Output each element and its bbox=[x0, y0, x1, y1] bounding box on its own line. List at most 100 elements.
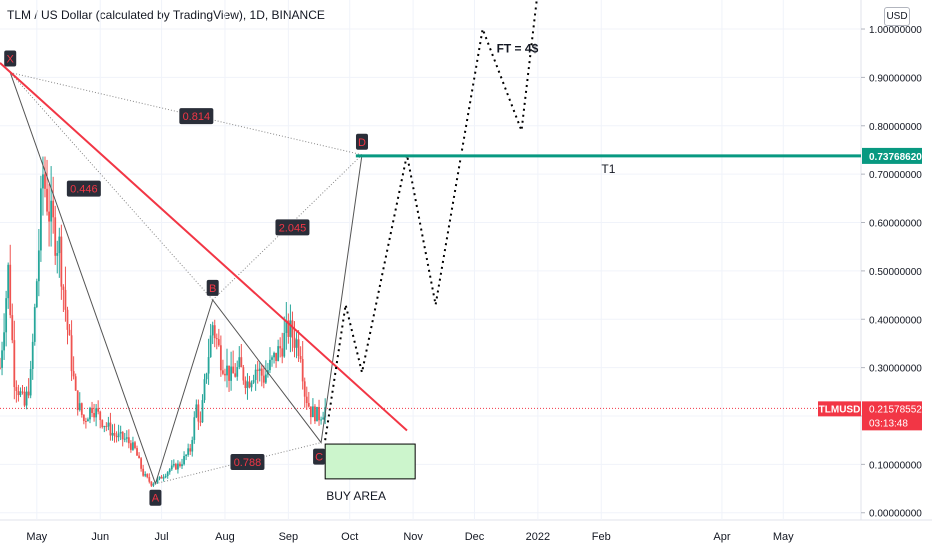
price-tick-label: 0.60000000 bbox=[869, 219, 922, 230]
candle-up bbox=[203, 373, 206, 403]
candle-body bbox=[146, 474, 149, 478]
candle-body bbox=[189, 448, 192, 452]
candle-down bbox=[303, 377, 306, 408]
candle-body bbox=[246, 381, 249, 389]
candle-up bbox=[289, 304, 292, 353]
pattern-legs[interactable] bbox=[9, 72, 363, 486]
pattern-point-bg bbox=[355, 133, 368, 150]
pattern-ratio-label: 0.446 bbox=[70, 184, 98, 196]
candle-body bbox=[129, 443, 132, 450]
pattern-point-d: D bbox=[355, 133, 368, 150]
target-line[interactable]: T1 bbox=[355, 154, 861, 176]
trendline[interactable] bbox=[0, 62, 408, 432]
candle-body bbox=[181, 464, 183, 467]
candle-up bbox=[19, 387, 22, 398]
candle-body bbox=[185, 454, 188, 457]
currency-button[interactable]: USD bbox=[884, 7, 910, 26]
projection-path[interactable] bbox=[324, 0, 538, 441]
candle-up bbox=[271, 355, 273, 367]
candle-down bbox=[256, 360, 259, 384]
candle-body bbox=[199, 421, 202, 423]
candle-up bbox=[40, 175, 42, 262]
candle-down bbox=[234, 363, 237, 378]
candle-down bbox=[197, 399, 200, 430]
candle-body bbox=[213, 325, 216, 339]
candle-down bbox=[142, 464, 145, 477]
candle-body bbox=[183, 456, 185, 465]
pattern-ratio-bg bbox=[275, 219, 310, 236]
candle-body bbox=[13, 340, 16, 388]
candle-up bbox=[35, 278, 38, 309]
candle-down bbox=[99, 410, 102, 429]
pattern-ratio-bg bbox=[66, 180, 101, 197]
candle-down bbox=[52, 176, 55, 234]
candle-down bbox=[48, 183, 50, 247]
candle-down bbox=[9, 244, 12, 319]
candle-body bbox=[211, 325, 214, 336]
candle-body bbox=[3, 332, 5, 351]
candle-body bbox=[87, 419, 89, 422]
candle-body bbox=[5, 298, 8, 333]
candle-body bbox=[205, 373, 208, 380]
candle-down bbox=[275, 352, 277, 368]
candle-body bbox=[60, 236, 63, 287]
candle-body bbox=[74, 376, 77, 391]
time-tick-label: Jun bbox=[91, 531, 109, 543]
candle-up bbox=[181, 458, 183, 469]
candle-up bbox=[56, 240, 59, 274]
candle-body bbox=[115, 435, 118, 438]
candle-body bbox=[305, 396, 308, 404]
candle-body bbox=[264, 374, 267, 383]
candle-down bbox=[66, 306, 69, 345]
candle-down bbox=[113, 423, 116, 443]
candle-body bbox=[144, 474, 147, 476]
pattern-ratio-label: 0.788 bbox=[234, 457, 262, 469]
candle-body bbox=[31, 341, 34, 369]
candle-down bbox=[121, 431, 124, 447]
candle-body bbox=[97, 408, 100, 412]
candle-body bbox=[99, 411, 102, 421]
candle-body bbox=[260, 368, 263, 376]
buy-area[interactable]: BUY AREA bbox=[324, 443, 416, 503]
candle-down bbox=[318, 399, 320, 426]
trendline-line[interactable] bbox=[0, 62, 408, 432]
price-tick-label: 0.90000000 bbox=[869, 73, 922, 84]
symbol-label-bg bbox=[818, 401, 861, 417]
candle-up bbox=[185, 453, 188, 461]
candles bbox=[0, 156, 327, 488]
candle-body bbox=[219, 345, 222, 371]
buy-area-box[interactable] bbox=[324, 443, 416, 480]
candle-up bbox=[252, 374, 255, 385]
candle-down bbox=[60, 224, 63, 300]
pattern-point-bg bbox=[206, 279, 219, 296]
candle-body bbox=[25, 391, 28, 406]
projection-dotted-path[interactable] bbox=[324, 0, 538, 441]
candle-up bbox=[230, 351, 232, 391]
time-tick-label: Oct bbox=[341, 531, 358, 543]
pattern-point-bg bbox=[4, 50, 17, 67]
candle-down bbox=[17, 384, 20, 402]
candle-body bbox=[252, 380, 255, 383]
harmonic-pattern[interactable]: X A B C D 0.814 0.446 2.045 0.788 bbox=[4, 50, 368, 506]
candle-up bbox=[283, 316, 286, 358]
pattern-point-label: A bbox=[152, 493, 160, 505]
candle-body bbox=[295, 339, 298, 348]
candle-up bbox=[267, 362, 269, 378]
candle-up bbox=[87, 417, 89, 422]
candle-body bbox=[234, 373, 237, 377]
candle-up bbox=[269, 347, 271, 374]
candle-body bbox=[66, 309, 69, 330]
candle-body bbox=[248, 381, 251, 388]
candle-body bbox=[287, 320, 290, 337]
candle-up bbox=[164, 473, 167, 479]
candle-body bbox=[121, 431, 124, 440]
candle-up bbox=[226, 348, 228, 388]
candle-body bbox=[80, 403, 83, 415]
candle-up bbox=[273, 351, 275, 364]
candle-up bbox=[254, 364, 257, 391]
grid bbox=[0, 0, 861, 520]
candle-body bbox=[117, 433, 120, 438]
candle-up bbox=[107, 416, 110, 431]
candle-down bbox=[224, 368, 226, 382]
